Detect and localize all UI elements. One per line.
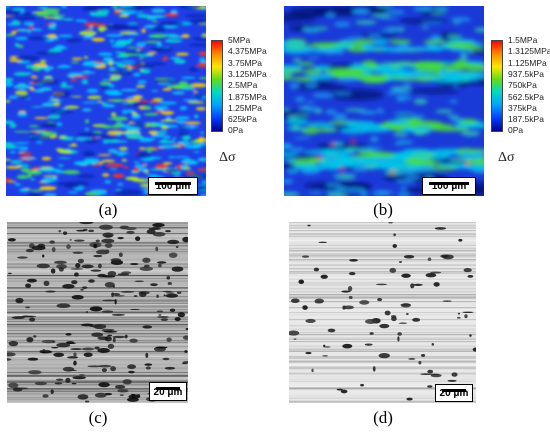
tick-a-7: 625kPa [228,114,257,125]
tick-a-2: 3.75MPa [228,57,263,68]
tick-b-8: 0Pa [508,125,524,136]
caption-d: (d) [373,408,393,427]
tick-b-5: 562.5kPa [508,91,544,102]
tick-a-1: 4.375MPa [228,46,267,57]
tick-a-4: 2.5MPa [228,80,258,91]
tick-b-3: 937.5kPa [508,68,544,79]
micrograph-c: 20 μm [7,222,188,403]
tick-b-6: 375kPa [508,102,537,113]
micrograph-d: 20 μm [289,222,476,403]
delta-sigma-label-a: Δσ [219,150,236,165]
scale-label-c: 20 μm [153,387,183,398]
tick-b-2: 1.125MPa [508,57,547,68]
tick-b-0: 1.5MPa [508,35,538,45]
tick-b-4: 750kPa [508,80,537,91]
tick-a-6: 1.25MPa [228,102,263,113]
tick-b-1: 1.3125MPa [508,46,550,57]
stress-map-a: 100 μm [6,6,206,196]
tick-a-0: 5MPa [228,35,251,45]
scale-label-a: 100 μm [155,181,191,192]
caption-a: (a) [98,200,118,219]
colorbar-b-ticks: 1.5MPa 1.3125MPa 1.125MPa 937.5kPa 750kP… [508,36,550,136]
scale-label-d: 20 μm [439,388,469,399]
colorbar-b [491,40,503,132]
delta-sigma-label-b: Δσ [498,150,515,165]
colorbar-a-ticks: 5MPa 4.375MPa 3.75MPa 3.125MPa 2.5MPa 1.… [228,36,288,136]
colorbar-a [211,40,223,132]
tick-a-5: 1.875MPa [228,91,267,102]
tick-b-7: 187.5kPa [508,114,544,125]
scale-bar-c: 20 μm [149,382,187,401]
scale-label-b: 100 μm [431,181,467,192]
caption-c: (c) [88,408,108,427]
tick-a-3: 3.125MPa [228,68,267,79]
scale-bar-b: 100 μm [422,177,476,195]
stress-map-b: 100 μm [284,6,484,196]
scale-bar-d: 20 μm [435,384,473,402]
scale-bar-a: 100 μm [148,177,198,195]
caption-b: (b) [373,200,393,219]
tick-a-8: 0Pa [228,125,244,136]
